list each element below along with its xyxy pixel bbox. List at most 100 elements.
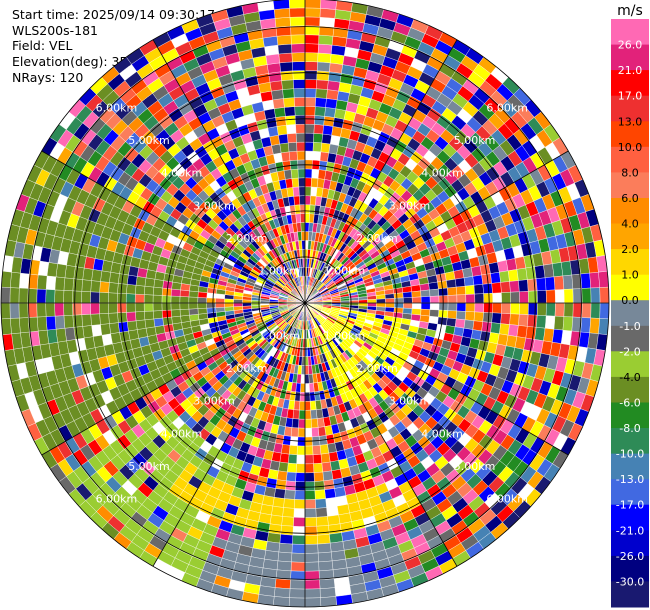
velocity-cell	[179, 308, 190, 317]
velocity-cell	[281, 79, 294, 90]
velocity-cell	[289, 579, 306, 590]
velocity-cell	[375, 294, 386, 300]
velocity-cell	[319, 578, 336, 589]
velocity-cell	[527, 314, 538, 328]
velocity-cell	[298, 186, 306, 197]
velocity-cell	[410, 314, 421, 322]
velocity-cell	[45, 315, 57, 331]
velocity-cell	[317, 426, 327, 437]
velocity-cell	[563, 288, 574, 304]
velocity-cell	[313, 471, 324, 482]
velocity-cell	[277, 43, 293, 55]
velocity-cell	[543, 263, 555, 278]
velocity-cell	[170, 302, 181, 311]
velocity-cell	[304, 454, 314, 465]
velocity-cell	[304, 445, 314, 456]
velocity-cell	[170, 295, 181, 304]
colorbar-tick-label: -30.0	[616, 575, 644, 588]
velocity-cell	[273, 488, 286, 499]
colorbar-tick-label: -6.0	[619, 397, 640, 410]
velocity-cell	[117, 302, 127, 313]
velocity-cell	[429, 288, 440, 297]
range-ring-label: 1.00km	[324, 264, 366, 277]
velocity-cell	[54, 276, 66, 291]
velocity-cell	[309, 382, 315, 393]
velocity-cell	[328, 451, 339, 463]
velocity-cell	[331, 468, 343, 480]
velocity-cell	[126, 284, 137, 295]
velocity-cell	[271, 505, 284, 517]
velocity-cell	[334, 486, 347, 498]
colorbar-tick-label: -8.0	[619, 422, 640, 435]
velocity-cell	[319, 587, 336, 598]
velocity-cell	[273, 107, 286, 118]
velocity-cell	[403, 297, 413, 304]
velocity-cell	[55, 328, 67, 343]
colorbar-tick-label: -13.0	[616, 473, 644, 486]
velocity-cell	[281, 516, 294, 527]
velocity-cell	[553, 315, 565, 331]
velocity-cell	[83, 336, 96, 350]
velocity-cell	[528, 290, 538, 304]
velocity-cell	[233, 302, 243, 307]
velocity-cell	[581, 287, 592, 304]
velocity-cell	[313, 133, 323, 144]
velocity-cell	[188, 290, 199, 298]
velocity-cell	[456, 294, 467, 304]
velocity-cell	[179, 289, 190, 298]
colorbar-tick-label: 10.0	[618, 141, 643, 154]
velocity-cell	[473, 284, 484, 295]
velocity-cell	[188, 296, 199, 304]
velocity-cell	[537, 290, 547, 304]
velocity-cell	[321, 461, 332, 473]
velocity-cell	[289, 588, 306, 599]
velocity-cell	[292, 409, 300, 420]
velocity-cell	[295, 115, 306, 125]
velocity-cell	[54, 315, 66, 330]
velocity-cell	[320, 0, 337, 10]
velocity-cell	[295, 213, 301, 224]
velocity-cell	[501, 302, 511, 314]
velocity-cell	[304, 543, 319, 554]
velocity-cell	[127, 320, 138, 332]
velocity-cell	[304, 132, 315, 143]
velocity-cell	[324, 488, 337, 499]
velocity-cell	[295, 481, 306, 491]
range-ring-label: 4.00km	[421, 167, 463, 180]
velocity-cell	[470, 265, 482, 277]
velocity-cell	[258, 9, 276, 21]
velocity-cell	[481, 321, 492, 333]
velocity-cell	[276, 470, 288, 481]
range-ring-label: 6.00km	[96, 492, 138, 505]
colorbar-tick-label: -17.0	[616, 499, 644, 512]
velocity-cell	[117, 283, 128, 294]
velocity-cell	[110, 332, 122, 345]
velocity-cell	[298, 177, 306, 188]
velocity-cell	[304, 463, 315, 474]
velocity-cell	[312, 445, 322, 455]
velocity-cell	[144, 318, 156, 329]
range-ring-label: 1.00km	[258, 264, 300, 277]
velocity-cell	[304, 561, 320, 572]
velocity-cell	[519, 302, 529, 315]
velocity-cell	[296, 150, 306, 161]
velocity-cell	[286, 187, 294, 198]
range-ring-label: 6.00km	[486, 102, 528, 115]
velocity-cell	[99, 302, 109, 314]
velocity-cell	[81, 302, 91, 315]
velocity-cell	[224, 298, 234, 304]
velocity-cell	[36, 316, 48, 332]
range-ring-label: 4.00km	[421, 427, 463, 440]
velocity-cell	[291, 552, 306, 563]
velocity-cell	[54, 302, 65, 317]
velocity-cell	[304, 141, 314, 152]
velocity-cell	[304, 204, 311, 214]
velocity-cell	[384, 293, 395, 299]
velocity-cell	[18, 287, 29, 304]
velocity-cell	[323, 479, 335, 490]
velocity-cell	[279, 142, 290, 154]
instrument-label: WLS200s-181	[12, 23, 98, 38]
velocity-cell	[276, 560, 292, 572]
velocity-cell	[454, 318, 466, 329]
velocity-cell	[304, 16, 321, 27]
